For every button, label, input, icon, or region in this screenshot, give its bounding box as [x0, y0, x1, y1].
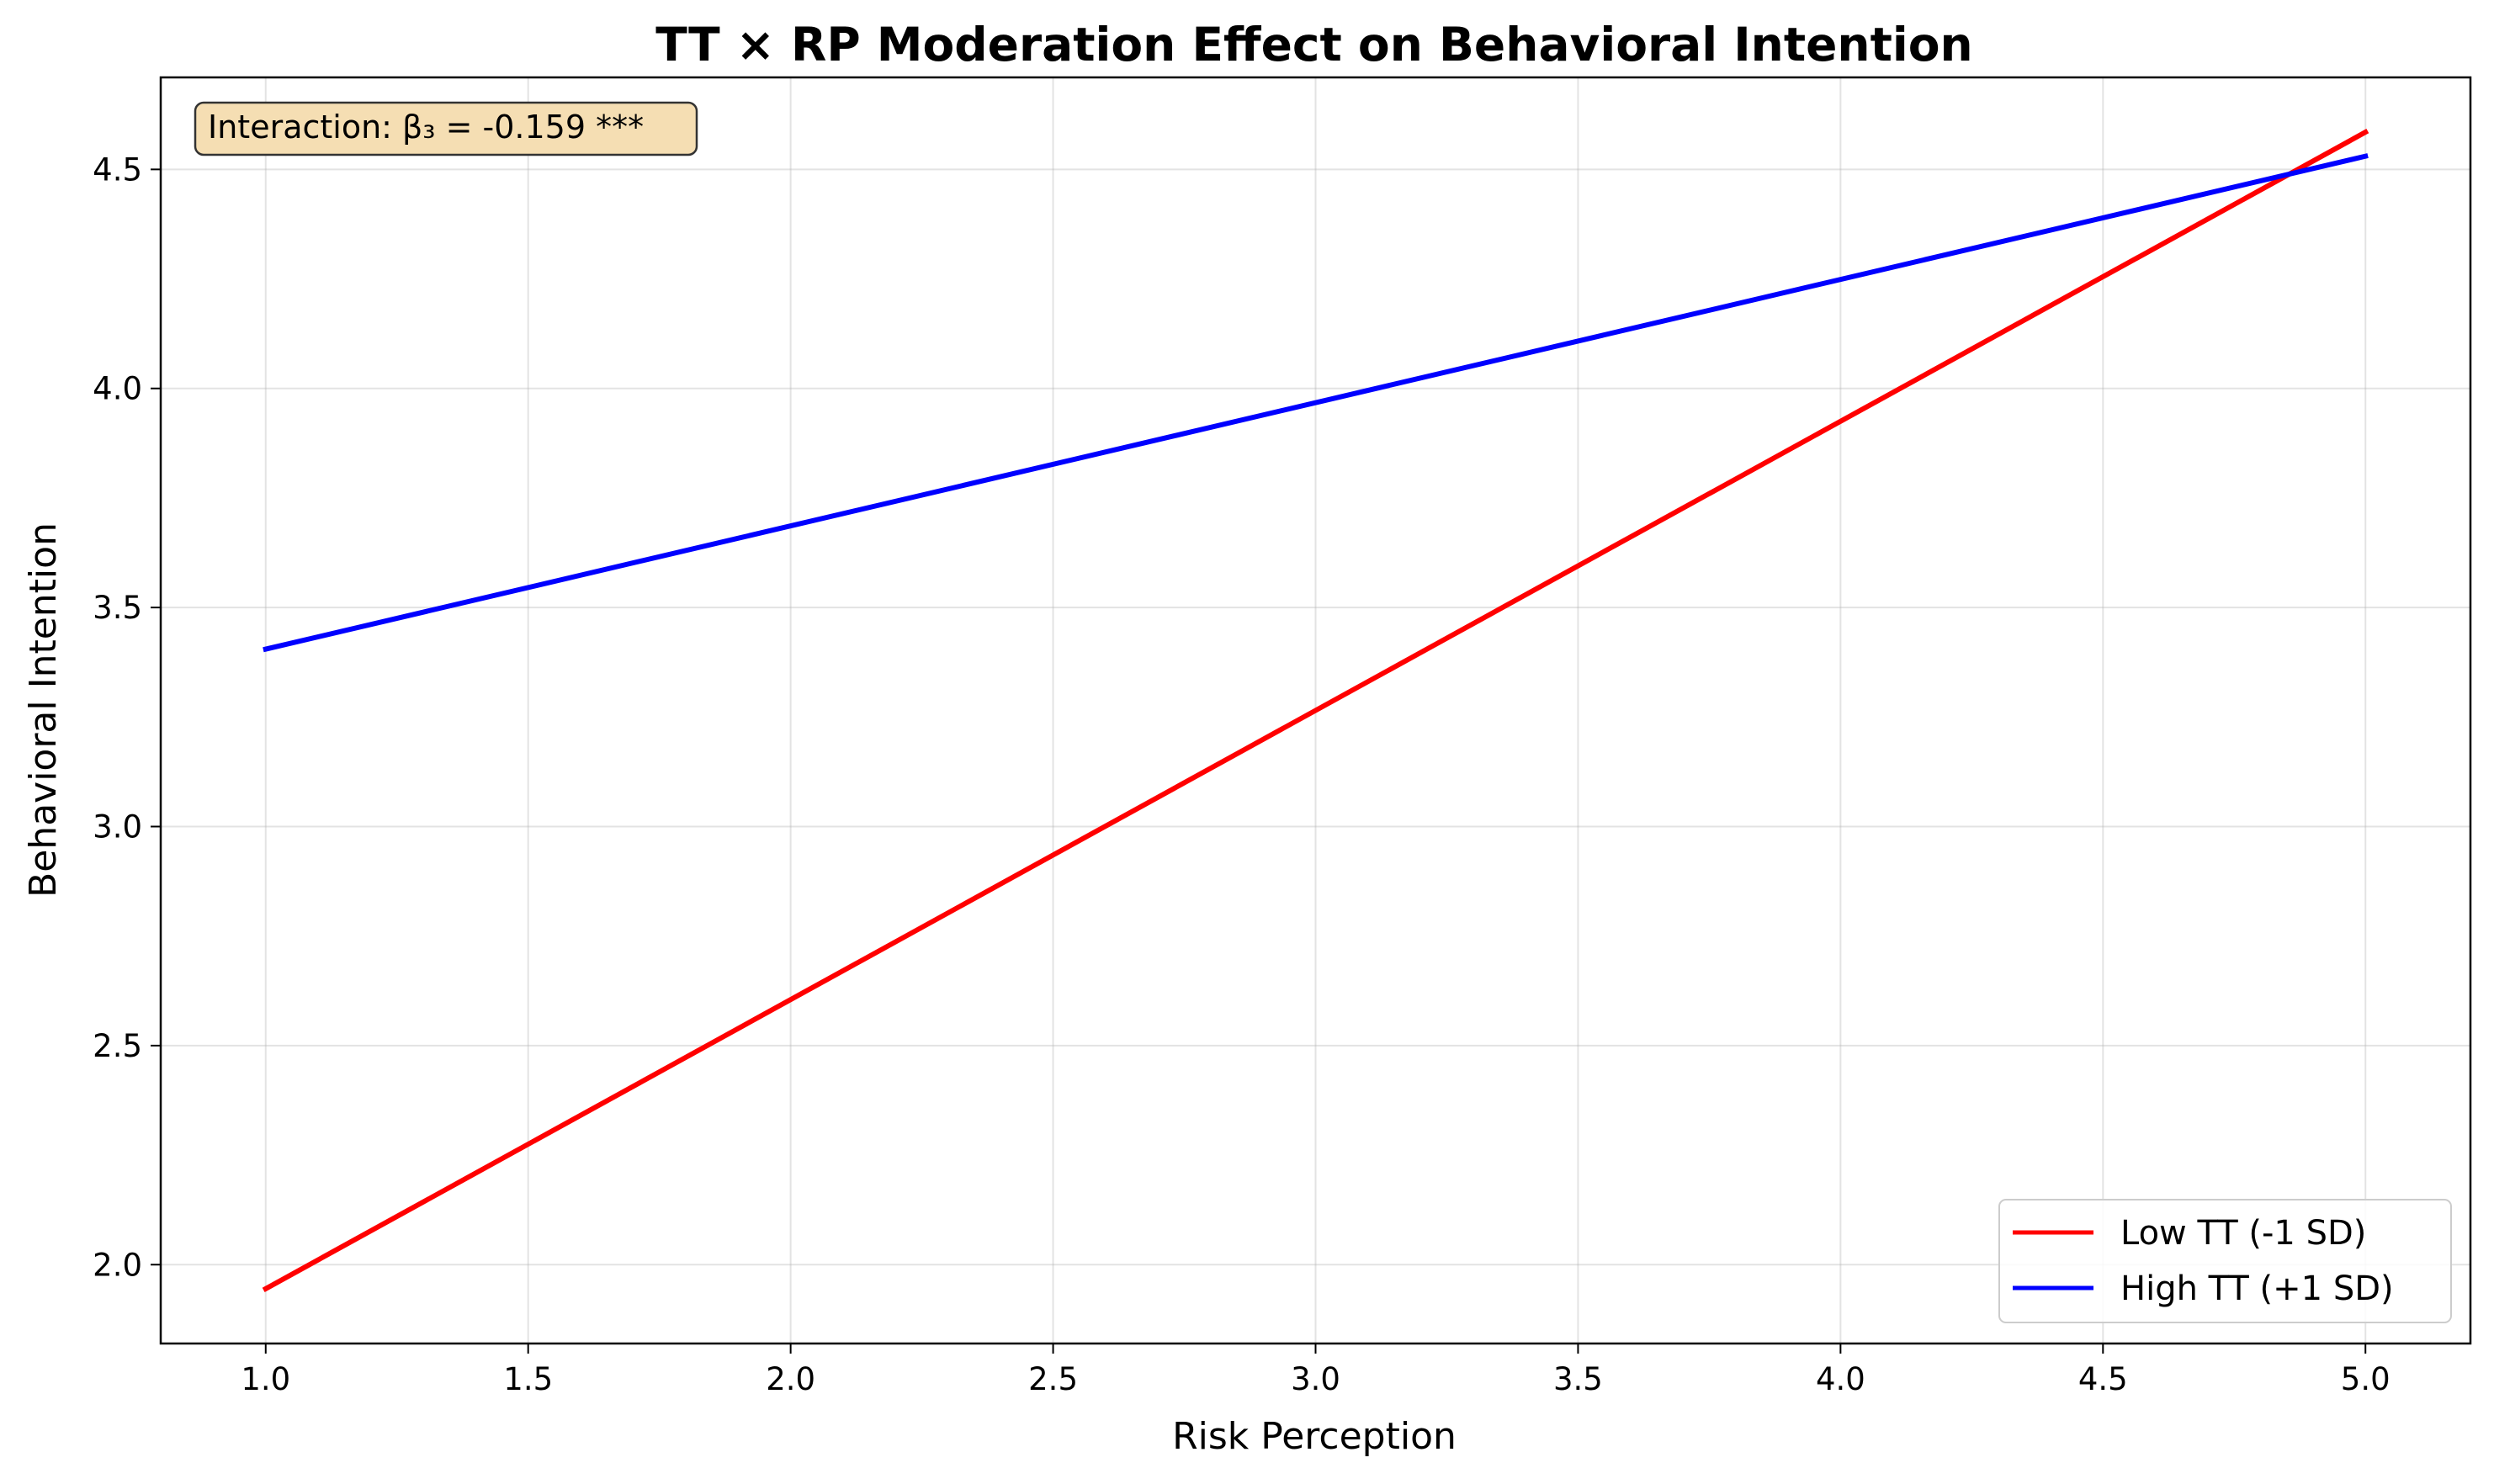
x-axis-label: Risk Perception — [1172, 1415, 1457, 1458]
annotation-text: Interaction: β₃ = -0.159 *** — [208, 109, 644, 146]
x-tick-label: 4.5 — [2078, 1361, 2128, 1397]
y-tick-label: 2.0 — [93, 1247, 142, 1283]
x-tick-label: 1.0 — [241, 1361, 290, 1397]
legend-box — [1998, 1199, 2452, 1323]
series-line-low-tt — [262, 129, 2369, 1292]
y-tick-label: 4.5 — [93, 151, 142, 188]
series-line-high-tt — [263, 153, 2369, 653]
y-axis-label: Behavioral Intention — [22, 522, 65, 898]
interaction-annotation: Interaction: β₃ = -0.159 *** — [194, 101, 698, 156]
x-tick-label: 1.5 — [503, 1361, 553, 1397]
y-tick-label: 3.0 — [93, 809, 142, 845]
legend: Low TT (-1 SD) High TT (+1 SD) — [1998, 1199, 2452, 1323]
y-tick-label: 2.5 — [93, 1028, 142, 1064]
x-tick-label: 2.5 — [1028, 1361, 1078, 1397]
x-tick-label: 3.5 — [1553, 1361, 1603, 1397]
y-tick-label: 4.0 — [93, 371, 142, 407]
annotation-box — [194, 101, 698, 156]
series-lines — [262, 129, 2369, 1292]
x-tick-label: 3.0 — [1291, 1361, 1340, 1397]
axis-ticks: 1.0 1.5 2.0 2.5 3.0 3.5 4.0 4.5 5.0 2.0 2.5 3.0 3.5 4… — [93, 151, 2390, 1397]
x-tick-label: 5.0 — [2341, 1361, 2391, 1397]
y-tick-label: 3.5 — [93, 590, 142, 626]
x-tick-label: 4.0 — [1816, 1361, 1865, 1397]
legend-label-low-tt: Low TT (-1 SD) — [2120, 1214, 2366, 1253]
legend-label-high-tt: High TT (+1 SD) — [2120, 1269, 2394, 1308]
chart-title: TT × RP Moderation Effect on Behavioral … — [655, 18, 1972, 72]
x-tick-label: 2.0 — [766, 1361, 815, 1397]
